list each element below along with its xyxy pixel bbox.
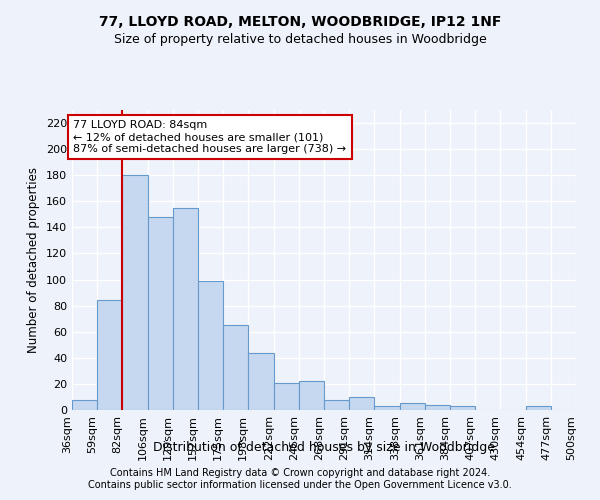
Bar (122, 175, 148, 410)
Bar (97, 300, 122, 410)
Text: Size of property relative to detached houses in Woodbridge: Size of property relative to detached ho… (113, 32, 487, 46)
Text: Contains HM Land Registry data © Crown copyright and database right 2024.: Contains HM Land Registry data © Crown c… (110, 468, 490, 477)
Text: 77, LLOYD ROAD, MELTON, WOODBRIDGE, IP12 1NF: 77, LLOYD ROAD, MELTON, WOODBRIDGE, IP12… (99, 15, 501, 29)
Bar (148, 217, 173, 410)
Bar (198, 281, 223, 410)
Bar (274, 382, 299, 410)
Bar (248, 352, 274, 410)
Y-axis label: Number of detached properties: Number of detached properties (28, 167, 40, 353)
Bar (349, 397, 374, 410)
Bar (173, 208, 198, 410)
Bar (450, 406, 475, 410)
Bar (299, 382, 324, 410)
Bar (324, 400, 349, 410)
Bar (400, 404, 425, 410)
Text: 77 LLOYD ROAD: 84sqm
← 12% of detached houses are smaller (101)
87% of semi-deta: 77 LLOYD ROAD: 84sqm ← 12% of detached h… (73, 120, 346, 154)
Bar (223, 325, 248, 410)
Bar (526, 406, 551, 410)
Bar (425, 405, 450, 410)
Text: Contains public sector information licensed under the Open Government Licence v3: Contains public sector information licen… (88, 480, 512, 490)
Bar (374, 406, 400, 410)
Bar (72, 400, 97, 410)
Text: Distribution of detached houses by size in Woodbridge: Distribution of detached houses by size … (153, 441, 495, 454)
